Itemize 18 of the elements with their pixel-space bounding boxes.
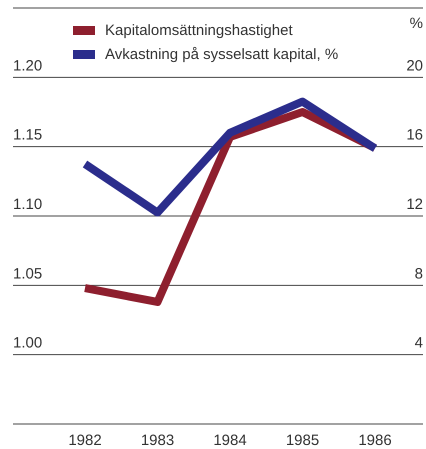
x-tick-label: 1983: [140, 432, 174, 449]
y-tick-label: 1.20: [13, 57, 42, 74]
x-tick-label: 1985: [286, 432, 320, 449]
legend-label: Avkastning på sysselsatt kapital, %: [105, 46, 338, 63]
x-tick-label: 1984: [213, 432, 247, 449]
y-tick-label: 1.10: [13, 196, 42, 213]
y-tick-label: 1.00: [13, 334, 42, 352]
y2-tick-label: 20: [406, 57, 423, 74]
y2-tick-label: 12: [406, 196, 423, 213]
legend-label: Kapitalomsättningshastighet: [105, 22, 294, 39]
y2-tick-label: 4: [414, 334, 423, 352]
x-tick-label: 1986: [358, 432, 392, 449]
y2-axis-title: %: [410, 15, 423, 32]
x-tick-label: 1982: [68, 432, 102, 449]
y2-tick-label: 8: [414, 265, 423, 282]
y-tick-label: 1.15: [13, 126, 42, 144]
y-tick-label: 1.05: [13, 265, 42, 282]
y2-tick-label: 16: [406, 126, 423, 144]
